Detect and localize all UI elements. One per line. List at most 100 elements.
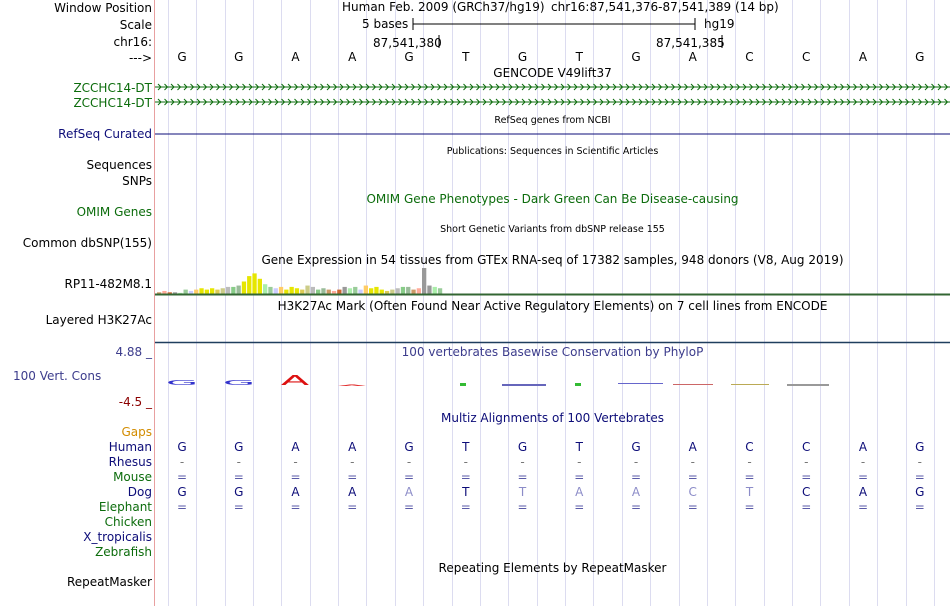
gtex-tissue-bar[interactable]: [374, 286, 379, 295]
strand-chevron: [437, 83, 442, 91]
gtex-gene-label[interactable]: RP11-482M8.1: [64, 277, 152, 291]
gencode-gene-label-2[interactable]: ZCCHC14-DT: [73, 96, 152, 110]
species-label[interactable]: X_tropicalis: [83, 530, 152, 544]
gtex-tissue-bar[interactable]: [437, 288, 443, 295]
gtex-tissue-bar[interactable]: [416, 288, 421, 295]
species-label[interactable]: Rhesus: [108, 455, 152, 469]
species-label[interactable]: Human: [108, 440, 152, 454]
gtex-tissue-bar[interactable]: [310, 286, 315, 295]
gtex-tissue-bar[interactable]: [268, 286, 273, 295]
cons-mark-6: [731, 384, 769, 385]
gtex-tissue-bar[interactable]: [241, 281, 247, 296]
repeatmasker-label[interactable]: RepeatMasker: [66, 575, 152, 589]
gtex-tissue-bar[interactable]: [363, 285, 368, 295]
gtex-tissue-bar[interactable]: [337, 289, 342, 295]
conservation-label[interactable]: 100 Vert. Cons: [13, 369, 102, 383]
gtex-tissue-bar[interactable]: [215, 289, 220, 295]
gtex-tissue-bar[interactable]: [210, 288, 215, 295]
gtex-tissue-bar[interactable]: [422, 268, 427, 295]
gtex-tissue-bar[interactable]: [273, 288, 278, 295]
gencode-gene-label-1[interactable]: ZCCHC14-DT: [73, 81, 152, 95]
strand-chevron: [430, 83, 435, 91]
gtex-tissue-bar[interactable]: [188, 290, 194, 295]
gtex-tissue-bar[interactable]: [406, 286, 411, 295]
gtex-tissue-bar[interactable]: [321, 288, 326, 295]
refseq-label[interactable]: RefSeq Curated: [58, 127, 152, 141]
gtex-tissue-bar[interactable]: [432, 286, 437, 295]
gtex-tissue-bar[interactable]: [263, 284, 268, 295]
gtex-tissue-bar[interactable]: [400, 286, 406, 295]
gtex-tissue-bar[interactable]: [204, 289, 209, 295]
strand-chevron: [274, 83, 279, 91]
h3k27ac-track-title[interactable]: H3K27Ac Mark (Often Found Near Active Re…: [277, 299, 828, 313]
gtex-tissue-bar[interactable]: [194, 289, 199, 295]
omim-label[interactable]: OMIM Genes: [76, 205, 152, 219]
gtex-tissue-bar[interactable]: [411, 289, 416, 295]
strand-chevron: [853, 83, 858, 91]
gtex-tissue-bar[interactable]: [427, 285, 432, 295]
h3k27ac-label[interactable]: Layered H3K27Ac: [45, 313, 152, 327]
refseq-gene-line[interactable]: [155, 127, 950, 141]
gtex-tissue-bar[interactable]: [305, 285, 310, 295]
gtex-tissue-bar[interactable]: [231, 286, 236, 295]
alignment-base: =: [403, 500, 415, 514]
gtex-tissue-bar[interactable]: [236, 285, 241, 295]
gencode-gene-lines[interactable]: [155, 80, 950, 110]
strand-chevron: [645, 98, 650, 106]
conservation-track-title[interactable]: 100 vertebrates Basewise Conservation by…: [401, 345, 704, 359]
gtex-tissue-bar[interactable]: [162, 290, 167, 295]
publications-track-title[interactable]: Publications: Sequences in Scientific Ar…: [446, 146, 659, 157]
species-label[interactable]: Chicken: [104, 515, 152, 529]
gtex-tissue-bar[interactable]: [384, 290, 390, 295]
coord-label-1: 87,541,380: [373, 36, 442, 50]
gtex-tissue-bar[interactable]: [331, 290, 337, 295]
gtex-tissue-bar[interactable]: [278, 286, 284, 295]
gtex-tissue-bar[interactable]: [300, 289, 305, 295]
dbsnp-track-title[interactable]: Short Genetic Variants from dbSNP releas…: [440, 224, 665, 235]
strand-chevron: [528, 83, 533, 91]
species-label[interactable]: Mouse: [113, 470, 152, 484]
species-label[interactable]: Elephant: [98, 500, 152, 514]
conservation-graph[interactable]: G G A A: [155, 370, 950, 392]
gtex-tissue-bar[interactable]: [284, 289, 289, 295]
gtex-tissue-bar[interactable]: [257, 278, 262, 295]
gtex-tissue-bar[interactable]: [342, 286, 347, 295]
gtex-tissue-bar[interactable]: [353, 286, 358, 295]
gtex-tissue-bar[interactable]: [379, 289, 384, 295]
position-text[interactable]: chr16:87,541,376-87,541,389 (14 bp): [551, 0, 779, 14]
gtex-tissue-bar[interactable]: [183, 289, 188, 295]
gtex-tissue-bar[interactable]: [369, 288, 374, 295]
omim-track-title[interactable]: OMIM Gene Phenotypes - Dark Green Can Be…: [366, 192, 739, 206]
gencode-track-title[interactable]: GENCODE V49lift37: [493, 66, 612, 80]
sequences-label[interactable]: Sequences: [86, 158, 152, 172]
gtex-tissue-bar[interactable]: [247, 276, 252, 295]
gtex-tissue-bar[interactable]: [358, 289, 363, 295]
gtex-tissue-bar[interactable]: [326, 289, 331, 295]
refseq-track-title[interactable]: RefSeq genes from NCBI: [494, 115, 611, 126]
gtex-tissue-bar[interactable]: [225, 286, 231, 295]
multiz-track-title[interactable]: Multiz Alignments of 100 Vertebrates: [440, 411, 665, 425]
gtex-tissue-bar[interactable]: [199, 288, 204, 295]
strand-chevron: [391, 98, 396, 106]
gtex-tissue-bar[interactable]: [395, 288, 400, 295]
h3k27ac-lines[interactable]: [155, 290, 950, 345]
species-label[interactable]: Zebrafish: [95, 545, 152, 559]
species-label[interactable]: Dog: [127, 485, 152, 499]
strand-chevron: [567, 83, 572, 91]
strand-chevron: [352, 83, 357, 91]
gtex-tissue-bar[interactable]: [390, 289, 395, 295]
strand-chevron: [736, 83, 741, 91]
gtex-tissue-bar[interactable]: [220, 288, 225, 295]
alignment-base: G: [234, 485, 244, 499]
gtex-tissue-bar[interactable]: [289, 286, 294, 295]
gtex-tissue-bar[interactable]: [347, 288, 353, 295]
gtex-tissue-bar[interactable]: [294, 288, 300, 295]
dbsnp-label[interactable]: Common dbSNP(155): [22, 236, 152, 250]
repeatmasker-track-title[interactable]: Repeating Elements by RepeatMasker: [438, 561, 667, 575]
gtex-track-title[interactable]: Gene Expression in 54 tissues from GTEx …: [261, 253, 844, 267]
gtex-tissue-bar[interactable]: [252, 273, 257, 295]
strand-chevron: [846, 83, 851, 91]
gaps-label[interactable]: Gaps: [121, 425, 152, 439]
gtex-tissue-bar[interactable]: [316, 289, 321, 295]
snps-label[interactable]: SNPs: [122, 174, 152, 188]
